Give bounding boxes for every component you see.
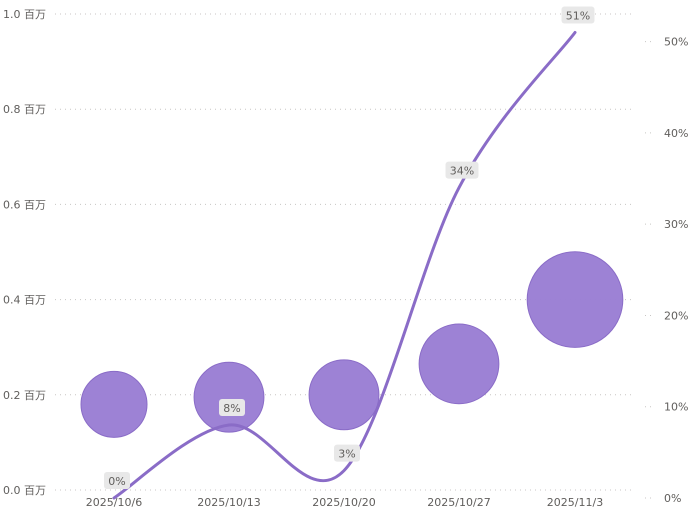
- data-label: 51%: [561, 6, 595, 24]
- left-tick-label: 0.4 百万: [3, 294, 46, 307]
- data-label-text: 34%: [450, 165, 474, 178]
- data-label-text: 3%: [338, 448, 355, 461]
- right-tick-label: 40%: [664, 127, 688, 140]
- data-label: 3%: [334, 444, 360, 462]
- right-tick-label: 50%: [664, 36, 688, 49]
- data-label-bg: [445, 161, 479, 179]
- right-tick-label: 30%: [664, 218, 688, 231]
- data-label-bg: [561, 6, 595, 24]
- right-tick-label: 20%: [664, 309, 688, 322]
- data-label-text: 0%: [108, 475, 125, 488]
- bubble: [526, 251, 624, 348]
- data-label: 8%: [219, 398, 245, 416]
- data-label-text: 51%: [566, 10, 590, 23]
- left-tick-label: 0.0 百万: [3, 484, 46, 497]
- x-tick-label: 2025/10/13: [197, 496, 260, 509]
- left-tick-label: 0.2 百万: [3, 389, 46, 402]
- bubble: [418, 323, 500, 405]
- left-tick-label: 1.0 百万: [3, 8, 46, 21]
- x-tick-label: 2025/10/6: [86, 496, 142, 509]
- left-tick-label: 0.8 百万: [3, 103, 46, 116]
- left-axis: 0.0 百万 0.2 百万 0.4 百万 0.6 百万 0.8 百万 1.0 百万: [3, 8, 46, 497]
- data-label-text: 8%: [223, 402, 240, 415]
- bubble-series: [80, 251, 624, 438]
- x-axis: 2025/10/6 2025/10/13 2025/10/20 2025/10/27 2…: [86, 496, 603, 509]
- right-tick-label: 0%: [664, 492, 681, 505]
- data-labels: 0% 8% 3% 34% 51%: [104, 6, 595, 489]
- bubble: [308, 359, 380, 431]
- data-label: 34%: [445, 161, 479, 179]
- data-label-bg: [334, 444, 360, 462]
- bubble: [80, 370, 148, 438]
- x-tick-label: 2025/10/20: [312, 496, 375, 509]
- left-tick-label: 0.6 百万: [3, 198, 46, 211]
- data-label: 0%: [104, 472, 130, 489]
- data-label-bg: [104, 472, 130, 489]
- x-tick-label: 2025/10/27: [427, 496, 490, 509]
- right-tick-label: 10%: [664, 401, 688, 414]
- data-label-bg: [219, 398, 245, 416]
- x-tick-label: 2025/11/3: [547, 496, 603, 509]
- right-axis: 0% 10% 20% 30% 40% 50%: [645, 36, 688, 505]
- bubble: [193, 361, 265, 433]
